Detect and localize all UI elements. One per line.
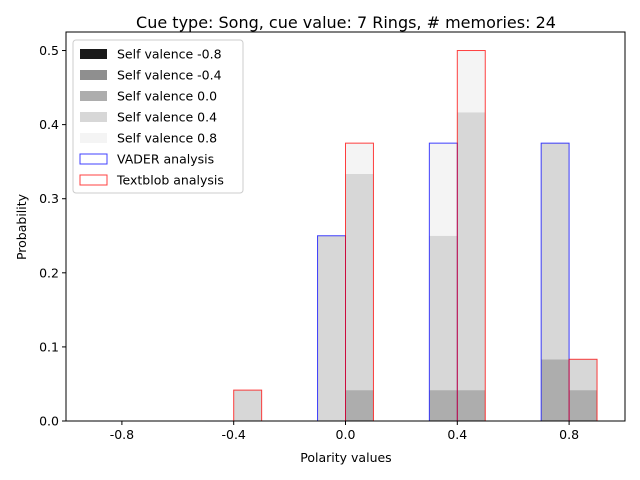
legend-swatch — [79, 174, 108, 186]
vader-self-valence-bar-2-3 — [429, 390, 458, 421]
legend-swatch — [80, 112, 107, 122]
textblob-self-valence-bar-2-2 — [345, 390, 374, 421]
legend: Self valence -0.8 Self valence -0.4 Self v… — [72, 39, 244, 194]
textblob-self-valence-bar-3-2 — [345, 173, 374, 391]
textblob-self-valence-bar-3-4 — [569, 359, 598, 391]
textblob-self-valence-bar-3-3 — [457, 112, 486, 391]
y-axis-label: Probability — [14, 193, 29, 260]
bars-layer — [233, 50, 598, 421]
textblob-self-valence-bar-4-3 — [457, 50, 486, 113]
x-tick-label: 0.4 — [447, 427, 467, 442]
y-tick-label: 0.0 — [39, 414, 59, 429]
legend-swatch — [79, 153, 108, 165]
x-tick-label: 0.0 — [336, 427, 356, 442]
chart-title: Cue type: Song, cue value: 7 Rings, # me… — [136, 13, 556, 32]
vader-self-valence-bar-4-3 — [429, 143, 458, 236]
legend-label: Self valence -0.4 — [117, 68, 222, 83]
y-axis: 0.0 0.1 0.2 0.3 0.4 0.5 — [39, 43, 66, 429]
textblob-self-valence-bar-3-1 — [233, 390, 262, 421]
legend-label: VADER analysis — [117, 152, 214, 167]
legend-label: Self valence -0.8 — [117, 47, 222, 62]
x-axis: -0.8 -0.4 0.0 0.4 0.8 — [110, 421, 579, 442]
textblob-self-valence-bar-4-2 — [345, 143, 374, 174]
x-tick-label: -0.4 — [222, 427, 246, 442]
legend-swatch — [80, 49, 107, 59]
legend-label: Self valence 0.0 — [117, 89, 217, 104]
vader-self-valence-bar-2-4 — [541, 359, 570, 421]
legend-frame — [72, 39, 244, 194]
legend-swatch — [80, 133, 107, 143]
x-axis-label: Polarity values — [300, 450, 391, 465]
vader-self-valence-bar-3-2 — [317, 235, 346, 421]
legend-label: Self valence 0.4 — [117, 110, 217, 125]
x-tick-label: 0.8 — [559, 427, 579, 442]
vader-self-valence-bar-3-3 — [429, 235, 458, 391]
legend-label: Textblob analysis — [116, 173, 224, 188]
x-tick-label: -0.8 — [110, 427, 134, 442]
legend-swatch — [80, 70, 107, 80]
y-tick-label: 0.2 — [39, 265, 59, 280]
legend-label: Self valence 0.8 — [117, 131, 217, 146]
y-tick-label: 0.3 — [39, 191, 59, 206]
vader-self-valence-bar-3-4 — [541, 143, 570, 360]
textblob-self-valence-bar-2-3 — [457, 390, 486, 421]
y-tick-label: 0.5 — [39, 43, 59, 58]
y-tick-label: 0.1 — [39, 339, 59, 354]
textblob-self-valence-bar-2-4 — [569, 390, 598, 421]
y-tick-label: 0.4 — [39, 117, 59, 132]
legend-swatch — [80, 91, 107, 101]
